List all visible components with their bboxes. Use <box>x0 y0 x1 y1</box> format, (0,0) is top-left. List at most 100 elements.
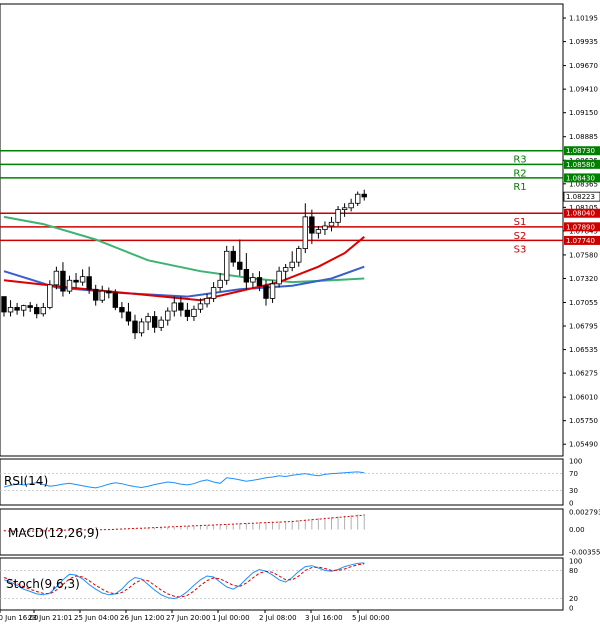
level-name-s1: S1 <box>514 217 527 228</box>
rsi-indicator: 100 70 30 0 RSI(14) <box>0 458 582 508</box>
candle-up <box>158 319 164 328</box>
time-label: 3 Jul 16:00 <box>305 614 343 622</box>
level-price-box <box>564 159 600 169</box>
macd-tick-label: 0.00 <box>569 526 585 534</box>
price-tick-label: 1.09150 <box>569 109 598 117</box>
candle-down <box>237 261 243 270</box>
candle-up <box>171 302 177 312</box>
candle-down <box>27 305 33 308</box>
price-tick-label: 1.05490 <box>569 441 598 449</box>
candle-up <box>289 261 295 268</box>
price-tick-label: 1.09670 <box>569 62 598 70</box>
candle-down <box>93 288 99 301</box>
level-name-s2: S2 <box>514 231 527 242</box>
candle-up <box>315 229 322 234</box>
stoch-tick-label: 20 <box>569 595 578 603</box>
candle-up <box>296 248 302 263</box>
candle-down <box>184 309 191 317</box>
level-name-r2: R2 <box>513 168 526 179</box>
candle-up <box>7 307 14 313</box>
price-tick-label: 1.07320 <box>569 275 598 283</box>
candle-up <box>354 193 361 204</box>
candle-down <box>309 216 315 234</box>
current-price-marker: 1.08223 <box>563 191 600 202</box>
price-tick-label: 1.07055 <box>569 299 598 307</box>
candle-down <box>14 307 20 311</box>
stoch-panel <box>0 557 564 611</box>
macd-tick-label: -0.003554 <box>569 549 600 557</box>
stoch-k-line <box>3 562 365 600</box>
macd-tick-label: 0.002793 <box>569 509 600 517</box>
price-tick-label: 1.06795 <box>569 323 598 331</box>
rsi-line <box>3 471 365 489</box>
price-tick-label: 1.07845 <box>569 227 598 235</box>
candle-up <box>328 221 335 227</box>
price-tick-label: 1.06535 <box>569 346 598 354</box>
level-name-s3: S3 <box>514 244 527 255</box>
candle-up <box>138 321 145 334</box>
candle-up <box>348 202 354 209</box>
macd-signal-line <box>3 514 365 532</box>
level-price-box <box>564 235 600 245</box>
time-label: 1 Jul 00:00 <box>212 614 250 622</box>
candle-up <box>302 216 308 249</box>
candle-down <box>125 311 132 322</box>
candle-up <box>20 305 27 311</box>
price-axis: 1.10195 1.09935 1.09670 1.09410 1.09150 1.088… <box>563 15 598 449</box>
time-label: 2 Jul 08:00 <box>259 614 297 622</box>
candle-down <box>86 276 92 290</box>
candle-up <box>79 276 86 283</box>
candle-up <box>99 290 105 301</box>
stoch-label: Stoch(9,6,3) <box>6 577 80 591</box>
candle-up <box>210 287 217 299</box>
candle-up <box>165 310 171 321</box>
candle-down <box>151 316 158 328</box>
candle-up <box>40 307 46 315</box>
time-label: 25 Jun 04:00 <box>74 614 118 622</box>
rsi-tick-label: 0 <box>569 500 573 508</box>
time-label: 23 Jun 21:01 <box>28 614 72 622</box>
price-tick-label: 1.08105 <box>569 204 598 212</box>
candle-down <box>106 290 112 294</box>
rsi-tick-label: 100 <box>569 458 582 466</box>
rsi-tick-label: 30 <box>569 487 578 495</box>
level-name-r1: R1 <box>513 182 526 193</box>
candle-down <box>112 292 119 308</box>
stoch-tick-label: 100 <box>569 558 582 566</box>
current-price-label: 1.08223 <box>566 193 595 201</box>
price-tick-label: 1.06010 <box>569 394 598 402</box>
price-panel <box>0 3 564 457</box>
level-name-r3: R3 <box>513 155 526 166</box>
candle-up <box>191 308 197 317</box>
macd-panel <box>0 508 564 556</box>
macd-label: MACD(12,26,9) <box>8 526 99 540</box>
candle-down <box>34 307 40 315</box>
rsi-label: RSI(14) <box>4 474 48 488</box>
price-tick-label: 1.07580 <box>569 251 598 259</box>
rsi-panel <box>0 458 564 506</box>
candle-up <box>341 207 348 211</box>
candle-up <box>204 297 210 305</box>
candle-down <box>1 296 7 313</box>
candlesticks <box>1 189 367 340</box>
candle-up <box>282 267 289 272</box>
level-price-box <box>564 173 600 183</box>
level-price-s2: 1.07890 <box>566 223 595 231</box>
time-label: 20 Jun 16:00 <box>0 614 38 622</box>
candle-down <box>256 277 263 287</box>
candle-up <box>53 270 60 286</box>
stoch-tick-label: 80 <box>569 567 578 575</box>
candle-down <box>73 279 79 283</box>
stoch-d-line <box>3 563 365 598</box>
price-tick-label: 1.06275 <box>569 370 598 378</box>
level-price-s3: 1.07740 <box>566 237 595 245</box>
current-price-box <box>563 191 600 202</box>
candle-down <box>60 270 66 292</box>
candle-down <box>132 320 138 334</box>
level-price-box <box>564 208 600 218</box>
price-tick-label: 1.08885 <box>569 133 598 141</box>
pivot-levels: R3 1.08730 R2 1.08580 R1 1.08430 S1 1.08040 S2 1.… <box>0 146 600 255</box>
